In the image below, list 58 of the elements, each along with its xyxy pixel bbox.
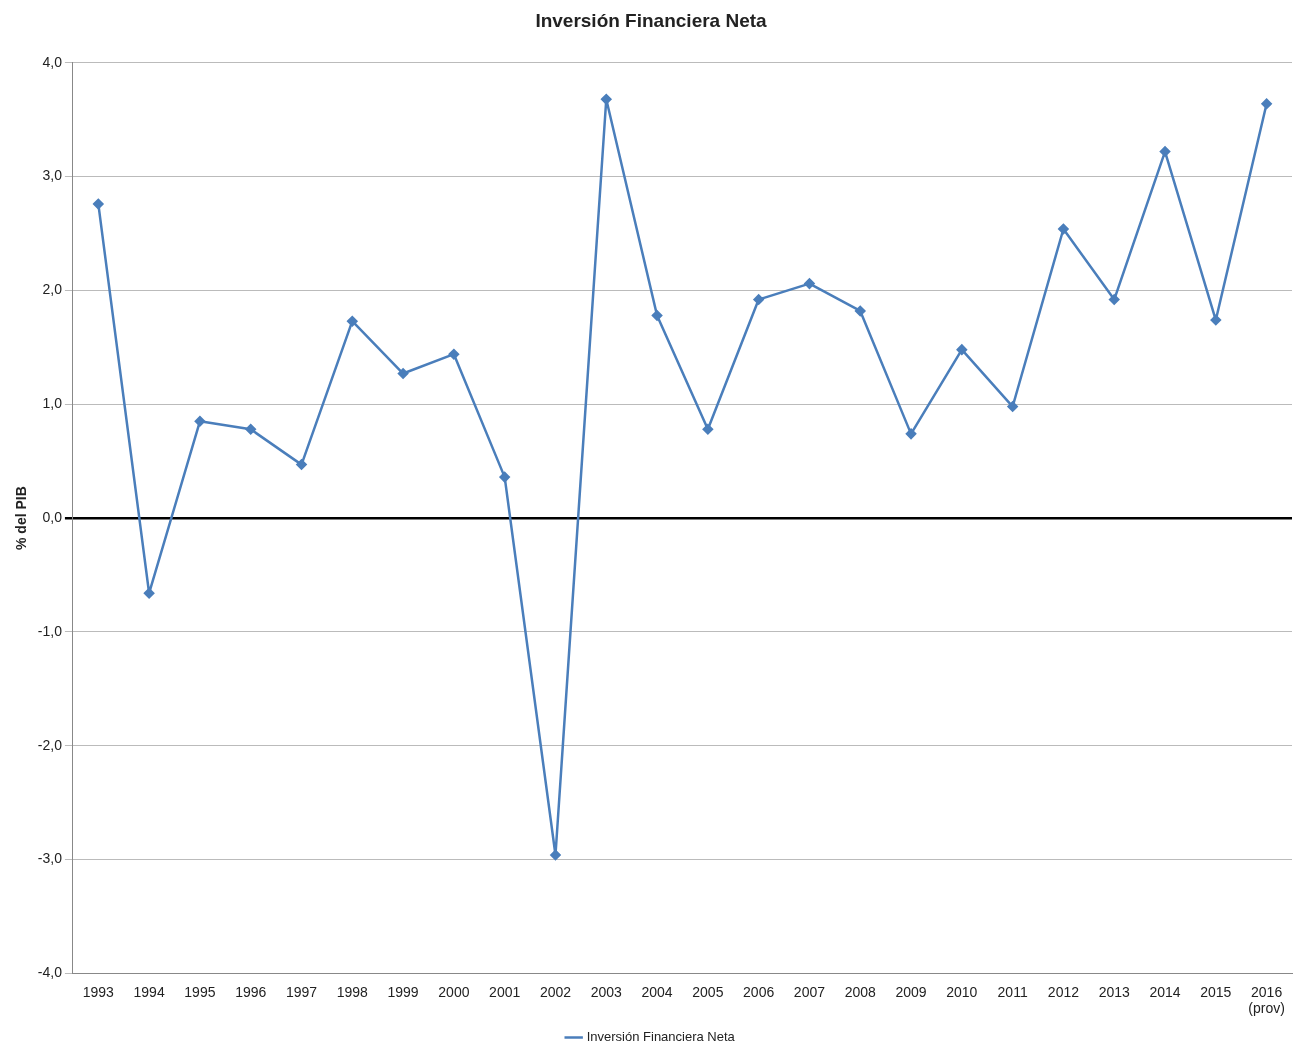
point xyxy=(702,424,714,435)
point xyxy=(956,344,968,355)
point xyxy=(448,348,460,360)
x-tick-label: 2010 xyxy=(946,983,978,1000)
x-tick-label: 2013 xyxy=(1098,983,1130,1000)
x-tick-label: 2000 xyxy=(438,983,470,1000)
y-axis-title: % del PIB xyxy=(13,486,30,550)
point xyxy=(1108,294,1120,305)
x-tick-label: 1994 xyxy=(133,983,165,1000)
point xyxy=(499,471,510,483)
y-tick-label: -2,0 xyxy=(37,736,63,753)
y-tick-label: 3,0 xyxy=(42,167,63,184)
y-tick-label: -1,0 xyxy=(37,622,63,639)
y-tick-label: -3,0 xyxy=(37,850,63,867)
point xyxy=(753,294,764,305)
point xyxy=(1210,314,1222,326)
point xyxy=(347,315,358,327)
x-tick-label: 2009 xyxy=(895,983,927,1000)
x-tick-label: 1998 xyxy=(336,983,369,1000)
x-tick-label: 2003 xyxy=(590,983,623,1000)
x-tick-label: 2016 (prov) xyxy=(1248,983,1285,1017)
legend-label: Inversión Financiera Neta xyxy=(586,1029,736,1045)
point xyxy=(296,459,307,470)
x-tick-label: 2014 xyxy=(1149,983,1181,1000)
x-tick-label: 2012 xyxy=(1047,983,1080,1000)
point xyxy=(397,368,409,379)
point xyxy=(651,310,663,321)
point xyxy=(245,424,256,435)
x-tick-label: 2006 xyxy=(743,983,775,1000)
y-tick-label: 0,0 xyxy=(42,508,63,525)
x-tick-label: 2011 xyxy=(997,983,1028,1000)
x-tick-label: 1996 xyxy=(235,983,267,1000)
point xyxy=(854,305,866,317)
x-tick-label: 1997 xyxy=(285,983,318,1000)
x-tick-label: 2004 xyxy=(641,983,673,1000)
point xyxy=(1159,146,1171,157)
y-tick-label: 4,0 xyxy=(42,53,63,70)
x-tick-label: 2002 xyxy=(539,983,572,1000)
x-tick-label: 2005 xyxy=(692,983,724,1000)
point xyxy=(804,278,815,289)
point xyxy=(1261,98,1272,110)
point xyxy=(1058,223,1069,235)
y-tick-label: 2,0 xyxy=(42,281,63,298)
point xyxy=(194,416,206,427)
x-tick-label: 1993 xyxy=(82,983,115,1000)
x-tick-label: 2008 xyxy=(844,983,877,1000)
x-tick-label: 2007 xyxy=(793,983,826,1000)
x-tick-label: 2001 xyxy=(489,983,521,1000)
y-tick-label: 1,0 xyxy=(42,395,63,412)
y-tick-label: -4,0 xyxy=(37,964,63,981)
point xyxy=(93,198,104,210)
chart-title: Inversión Financiera Neta xyxy=(535,9,768,31)
point xyxy=(905,428,917,440)
x-tick-label: 1999 xyxy=(387,983,419,1000)
point xyxy=(601,93,612,105)
x-tick-label: 2015 xyxy=(1200,983,1232,1000)
point xyxy=(1007,401,1018,412)
x-tick-label: 1995 xyxy=(184,983,216,1000)
